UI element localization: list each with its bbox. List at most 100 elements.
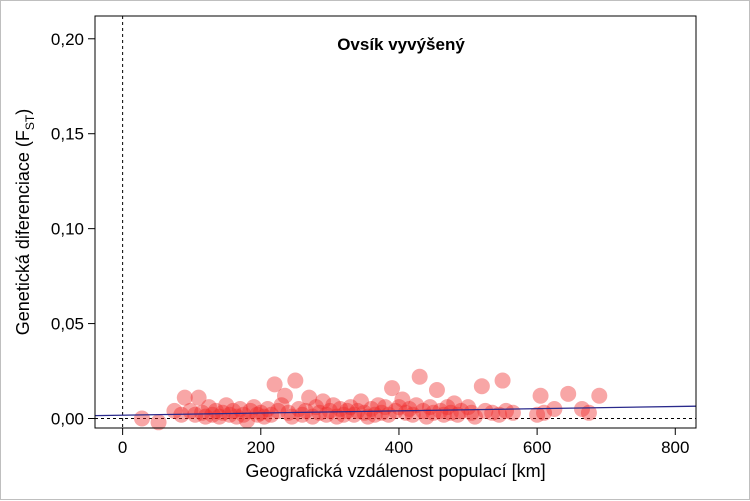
axes-layer: 0 200 400 600 800 0,00 0,05 0,10 0,15 0,20 — [51, 30, 690, 457]
data-point — [363, 401, 380, 418]
data-point — [408, 397, 425, 414]
x-axis-label: Geografická vzdálenost populací [km] — [245, 461, 545, 481]
x-tick-label: 200 — [247, 438, 275, 457]
data-point — [339, 402, 356, 419]
data-point — [235, 406, 252, 423]
data-point — [491, 406, 508, 423]
y-axis-label-sub: ST — [23, 114, 37, 130]
data-point — [270, 402, 287, 419]
data-point — [411, 368, 428, 385]
data-point — [591, 387, 608, 404]
plot-border — [94, 15, 697, 429]
x-tick-label: 600 — [523, 438, 551, 457]
data-point — [397, 404, 414, 421]
data-point — [242, 402, 259, 419]
data-point — [359, 408, 376, 425]
data-point — [477, 402, 494, 419]
data-point — [308, 399, 325, 416]
data-point — [263, 406, 280, 423]
regression-line — [94, 405, 697, 417]
data-point — [332, 401, 349, 418]
data-point — [133, 410, 150, 427]
data-point — [373, 404, 390, 421]
data-point — [214, 404, 231, 421]
y-tick-label: 0,00 — [51, 410, 84, 429]
data-point — [422, 399, 439, 416]
data-point — [574, 401, 591, 418]
points-layer — [94, 368, 697, 431]
x-tick-label: 400 — [385, 438, 413, 457]
data-point — [425, 404, 442, 421]
data-point — [221, 406, 238, 423]
data-point — [370, 397, 387, 414]
data-point — [194, 404, 211, 421]
data-point — [301, 389, 318, 406]
data-point — [352, 393, 369, 410]
data-point — [211, 408, 228, 425]
data-point — [401, 401, 418, 418]
data-point — [529, 406, 546, 423]
data-point — [238, 412, 255, 429]
x-tick-label: 800 — [661, 438, 689, 457]
data-point — [287, 372, 304, 389]
data-point — [460, 399, 477, 416]
data-point — [249, 406, 266, 423]
data-point — [321, 402, 338, 419]
data-point — [311, 404, 328, 421]
x-tick-label: 0 — [118, 438, 127, 457]
chart-title: Ovsík vyvýšený — [337, 35, 465, 54]
data-point — [182, 402, 199, 419]
y-axis-label-main: Genetická diferenciace (F — [13, 130, 33, 335]
data-point — [197, 408, 214, 425]
data-point — [418, 408, 435, 425]
data-point — [207, 402, 224, 419]
data-point — [560, 385, 577, 402]
data-point — [276, 387, 293, 404]
data-point — [449, 406, 466, 423]
data-point — [225, 402, 242, 419]
data-point — [346, 406, 363, 423]
data-point — [463, 404, 480, 421]
data-point — [473, 378, 490, 395]
data-point — [580, 404, 597, 421]
y-tick-label: 0,20 — [51, 30, 84, 49]
data-point — [494, 372, 511, 389]
data-point — [297, 402, 314, 419]
data-point — [328, 408, 345, 425]
data-point — [204, 406, 221, 423]
y-axis-label-close: ) — [13, 109, 33, 115]
data-point — [150, 414, 167, 431]
data-point — [176, 389, 193, 406]
plot-area — [95, 16, 696, 428]
y-tick-label: 0,10 — [51, 220, 84, 239]
data-point — [453, 402, 470, 419]
data-point — [273, 397, 290, 414]
data-point — [294, 406, 311, 423]
data-point — [190, 389, 207, 406]
data-point — [245, 399, 262, 416]
data-point — [466, 408, 483, 425]
data-point — [442, 404, 459, 421]
data-point — [325, 397, 342, 414]
data-point — [432, 402, 449, 419]
y-tick-label: 0,15 — [51, 125, 84, 144]
data-point — [218, 397, 235, 414]
data-point — [428, 382, 445, 399]
y-axis-label: Genetická diferenciace (FST) — [13, 109, 37, 335]
data-point — [439, 399, 456, 416]
data-point — [228, 408, 245, 425]
data-point — [335, 406, 352, 423]
data-point — [384, 380, 401, 397]
data-point — [266, 376, 283, 393]
data-point — [394, 391, 411, 408]
data-point — [318, 406, 335, 423]
data-point — [504, 404, 521, 421]
data-point — [446, 395, 463, 412]
y-tick-label: 0,05 — [51, 315, 84, 334]
data-point — [356, 404, 373, 421]
data-point — [532, 387, 549, 404]
data-point — [314, 393, 331, 410]
data-point — [498, 402, 515, 419]
